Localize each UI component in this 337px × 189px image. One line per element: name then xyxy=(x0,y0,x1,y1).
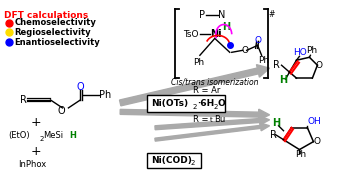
Text: Ph: Ph xyxy=(306,46,317,55)
Text: InPhox: InPhox xyxy=(19,160,47,169)
Text: R = Ar: R = Ar xyxy=(193,86,220,94)
Text: Ni: Ni xyxy=(210,29,221,40)
Text: H: H xyxy=(222,22,230,33)
Text: 2: 2 xyxy=(214,104,218,110)
Text: Ph: Ph xyxy=(193,58,204,67)
Polygon shape xyxy=(120,65,270,106)
Text: O: O xyxy=(218,99,225,108)
Text: O: O xyxy=(254,36,261,45)
Text: O: O xyxy=(315,61,323,70)
Text: Regioselectivity: Regioselectivity xyxy=(14,28,91,37)
Text: Ph: Ph xyxy=(296,150,307,159)
Text: Ni(COD): Ni(COD) xyxy=(151,156,192,165)
Text: R: R xyxy=(270,130,276,140)
Text: HO: HO xyxy=(294,48,307,57)
Text: Ni(OTs): Ni(OTs) xyxy=(151,99,188,108)
Text: DFT calculations: DFT calculations xyxy=(4,11,88,20)
Text: +: + xyxy=(30,116,41,129)
Text: #: # xyxy=(269,10,275,19)
Text: H: H xyxy=(69,131,76,140)
Text: O: O xyxy=(58,106,65,116)
Text: Bu: Bu xyxy=(214,115,225,124)
Text: N: N xyxy=(218,10,225,20)
Polygon shape xyxy=(155,123,270,141)
Text: Enantioselectivity: Enantioselectivity xyxy=(14,38,100,47)
Text: H: H xyxy=(279,75,287,85)
Text: R =: R = xyxy=(193,115,211,124)
Text: O: O xyxy=(241,46,248,55)
Text: Cis/trans isomerization: Cis/trans isomerization xyxy=(171,78,258,87)
Text: 2: 2 xyxy=(191,160,195,167)
Text: ·6H: ·6H xyxy=(197,99,214,108)
Polygon shape xyxy=(155,116,270,130)
Text: MeSi: MeSi xyxy=(43,131,64,140)
Text: R: R xyxy=(20,95,27,105)
Text: t: t xyxy=(210,117,213,123)
Text: Ph: Ph xyxy=(99,90,112,100)
Text: 2: 2 xyxy=(39,136,44,142)
FancyBboxPatch shape xyxy=(147,153,201,168)
Text: O: O xyxy=(313,137,320,146)
Text: 2: 2 xyxy=(193,104,197,110)
Text: OH: OH xyxy=(307,117,321,126)
Text: +: + xyxy=(30,145,41,158)
Text: Ph: Ph xyxy=(257,56,269,65)
Text: H: H xyxy=(273,118,281,128)
FancyBboxPatch shape xyxy=(147,95,225,112)
Polygon shape xyxy=(120,109,270,120)
Text: P: P xyxy=(199,10,205,20)
Text: O: O xyxy=(76,82,84,92)
Text: TsO: TsO xyxy=(183,30,198,39)
Text: R: R xyxy=(273,60,279,70)
Text: (EtO): (EtO) xyxy=(9,131,30,140)
Text: Chemoselectivity: Chemoselectivity xyxy=(14,18,96,27)
